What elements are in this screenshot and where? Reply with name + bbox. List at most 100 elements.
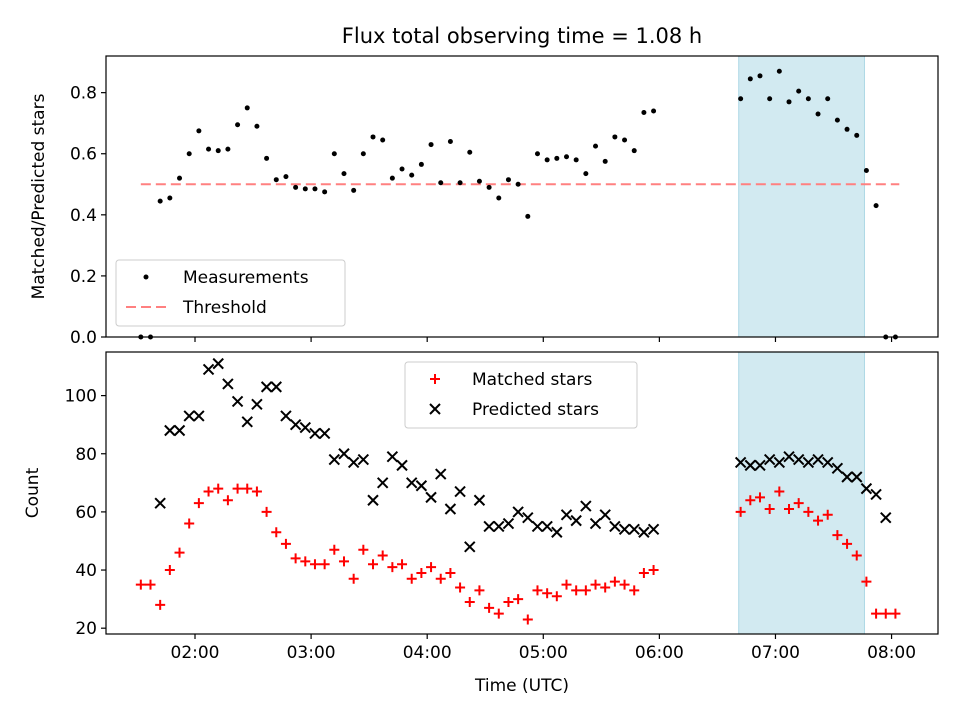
matched-stars-point [290,553,301,564]
predicted-stars-point [386,450,399,463]
matched-stars-point [842,538,853,549]
measurement-points [138,68,898,340]
predicted-stars-point [164,424,176,437]
measurement-point [593,143,599,149]
matched-stars-point [580,585,591,596]
predicted-stars-point [831,462,844,474]
predicted-stars-series [154,357,892,553]
matched-stars-point [484,602,495,613]
matched-stars-series [135,483,901,625]
predicted-stars-point [783,450,795,463]
matched-stars-point [629,585,640,596]
matched-stars-point [735,506,746,517]
measurement-point [854,132,860,138]
matched-stars-point [532,585,543,596]
y-tick-label: 60 [75,503,97,523]
matched-stars-point [493,608,504,619]
measurement-point [409,172,415,178]
legend-label: Predicted stars [472,400,599,420]
ratio-x-axis [194,337,893,342]
measurement-point [564,154,570,160]
y-tick-label: 80 [75,445,97,465]
measurement-point [805,96,811,102]
predicted-stars-point [357,453,370,466]
measurement-point [873,203,879,209]
predicted-stars-point [309,427,321,440]
measurement-point [554,155,560,161]
predicted-stars-point [609,520,621,533]
measurement-point [264,155,270,161]
count-x-axis: 02:00 03:00 04:00 05:00 06:00 07:00 08:00 [171,634,916,663]
measurement-point [225,146,231,152]
count-legend: Matched stars Predicted stars [404,361,638,429]
predicted-stars-point [792,453,805,466]
matched-stars-point [590,579,601,590]
legend-box [115,259,346,327]
ratio-panel: 0.00.20.40.60.8 Matched/Predicted stars … [29,55,939,348]
matched-stars-point [745,495,756,506]
measurement-point [602,158,608,164]
x-tick-label: 07:00 [751,643,800,663]
matched-stars-point [571,585,582,596]
matched-stars-point [174,547,185,558]
matched-stars-point [435,573,446,584]
x-tick-label: 05:00 [519,643,568,663]
predicted-stars-point [638,526,650,538]
matched-stars-point [358,544,369,555]
measurements-series [138,68,898,340]
x-tick-label: 02:00 [171,643,220,663]
predicted-stars-point [464,541,476,553]
matched-stars-point [145,579,156,590]
predicted-stars-point [647,523,660,536]
matched-stars-point [503,597,514,608]
predicted-stars-point [502,517,515,530]
matched-stars-point [851,550,862,561]
measurement-point [457,180,463,186]
y-tick-label: 100 [65,387,97,407]
ratio-y-axis-label: Matched/Predicted stars [29,93,49,299]
measurement-point [244,105,250,111]
predicted-stars-point [444,503,457,515]
predicted-stars-point [270,381,282,393]
matched-stars-point [754,492,765,503]
predicted-stars-point [299,421,312,434]
predicted-stars-point [367,494,379,506]
measurement-point [631,148,637,154]
predicted-stars-point [338,448,350,460]
predicted-stars-point [618,523,631,536]
measurement-point [757,73,763,79]
measurement-point [767,96,773,102]
measurement-point [496,195,502,201]
matched-stars-point [832,530,843,541]
matched-stars-point [155,599,166,610]
matched-stars-point [271,527,282,538]
observing-window-span [738,351,865,635]
legend-label: Matched stars [472,370,592,390]
matched-stars-point [822,509,833,520]
predicted-stars-point [522,512,534,524]
measurement-point [776,68,782,74]
measurement-point [747,76,753,82]
measurement-point [293,184,299,190]
measurement-point [515,181,521,187]
predicted-stars-point [347,456,360,469]
y-tick-label: 0.4 [70,206,97,226]
predicted-stars-point [454,485,466,498]
matched-stars-point [880,608,891,619]
predicted-stars-point [493,520,505,533]
matched-stars-point [600,582,611,593]
matched-stars-point [638,567,649,578]
matched-stars-point [445,567,456,578]
measurement-point [341,171,347,177]
measurement-point [525,213,531,219]
matched-stars-point [319,559,330,570]
predicted-stars-point [241,416,253,428]
measurement-point [273,177,279,183]
x-tick-label: 06:00 [635,643,684,663]
matched-stars-point [803,506,814,517]
measurement-point [476,178,482,184]
predicted-stars-point [531,520,544,533]
legend-dot-marker [143,274,149,280]
predicted-stars-point [754,459,766,472]
